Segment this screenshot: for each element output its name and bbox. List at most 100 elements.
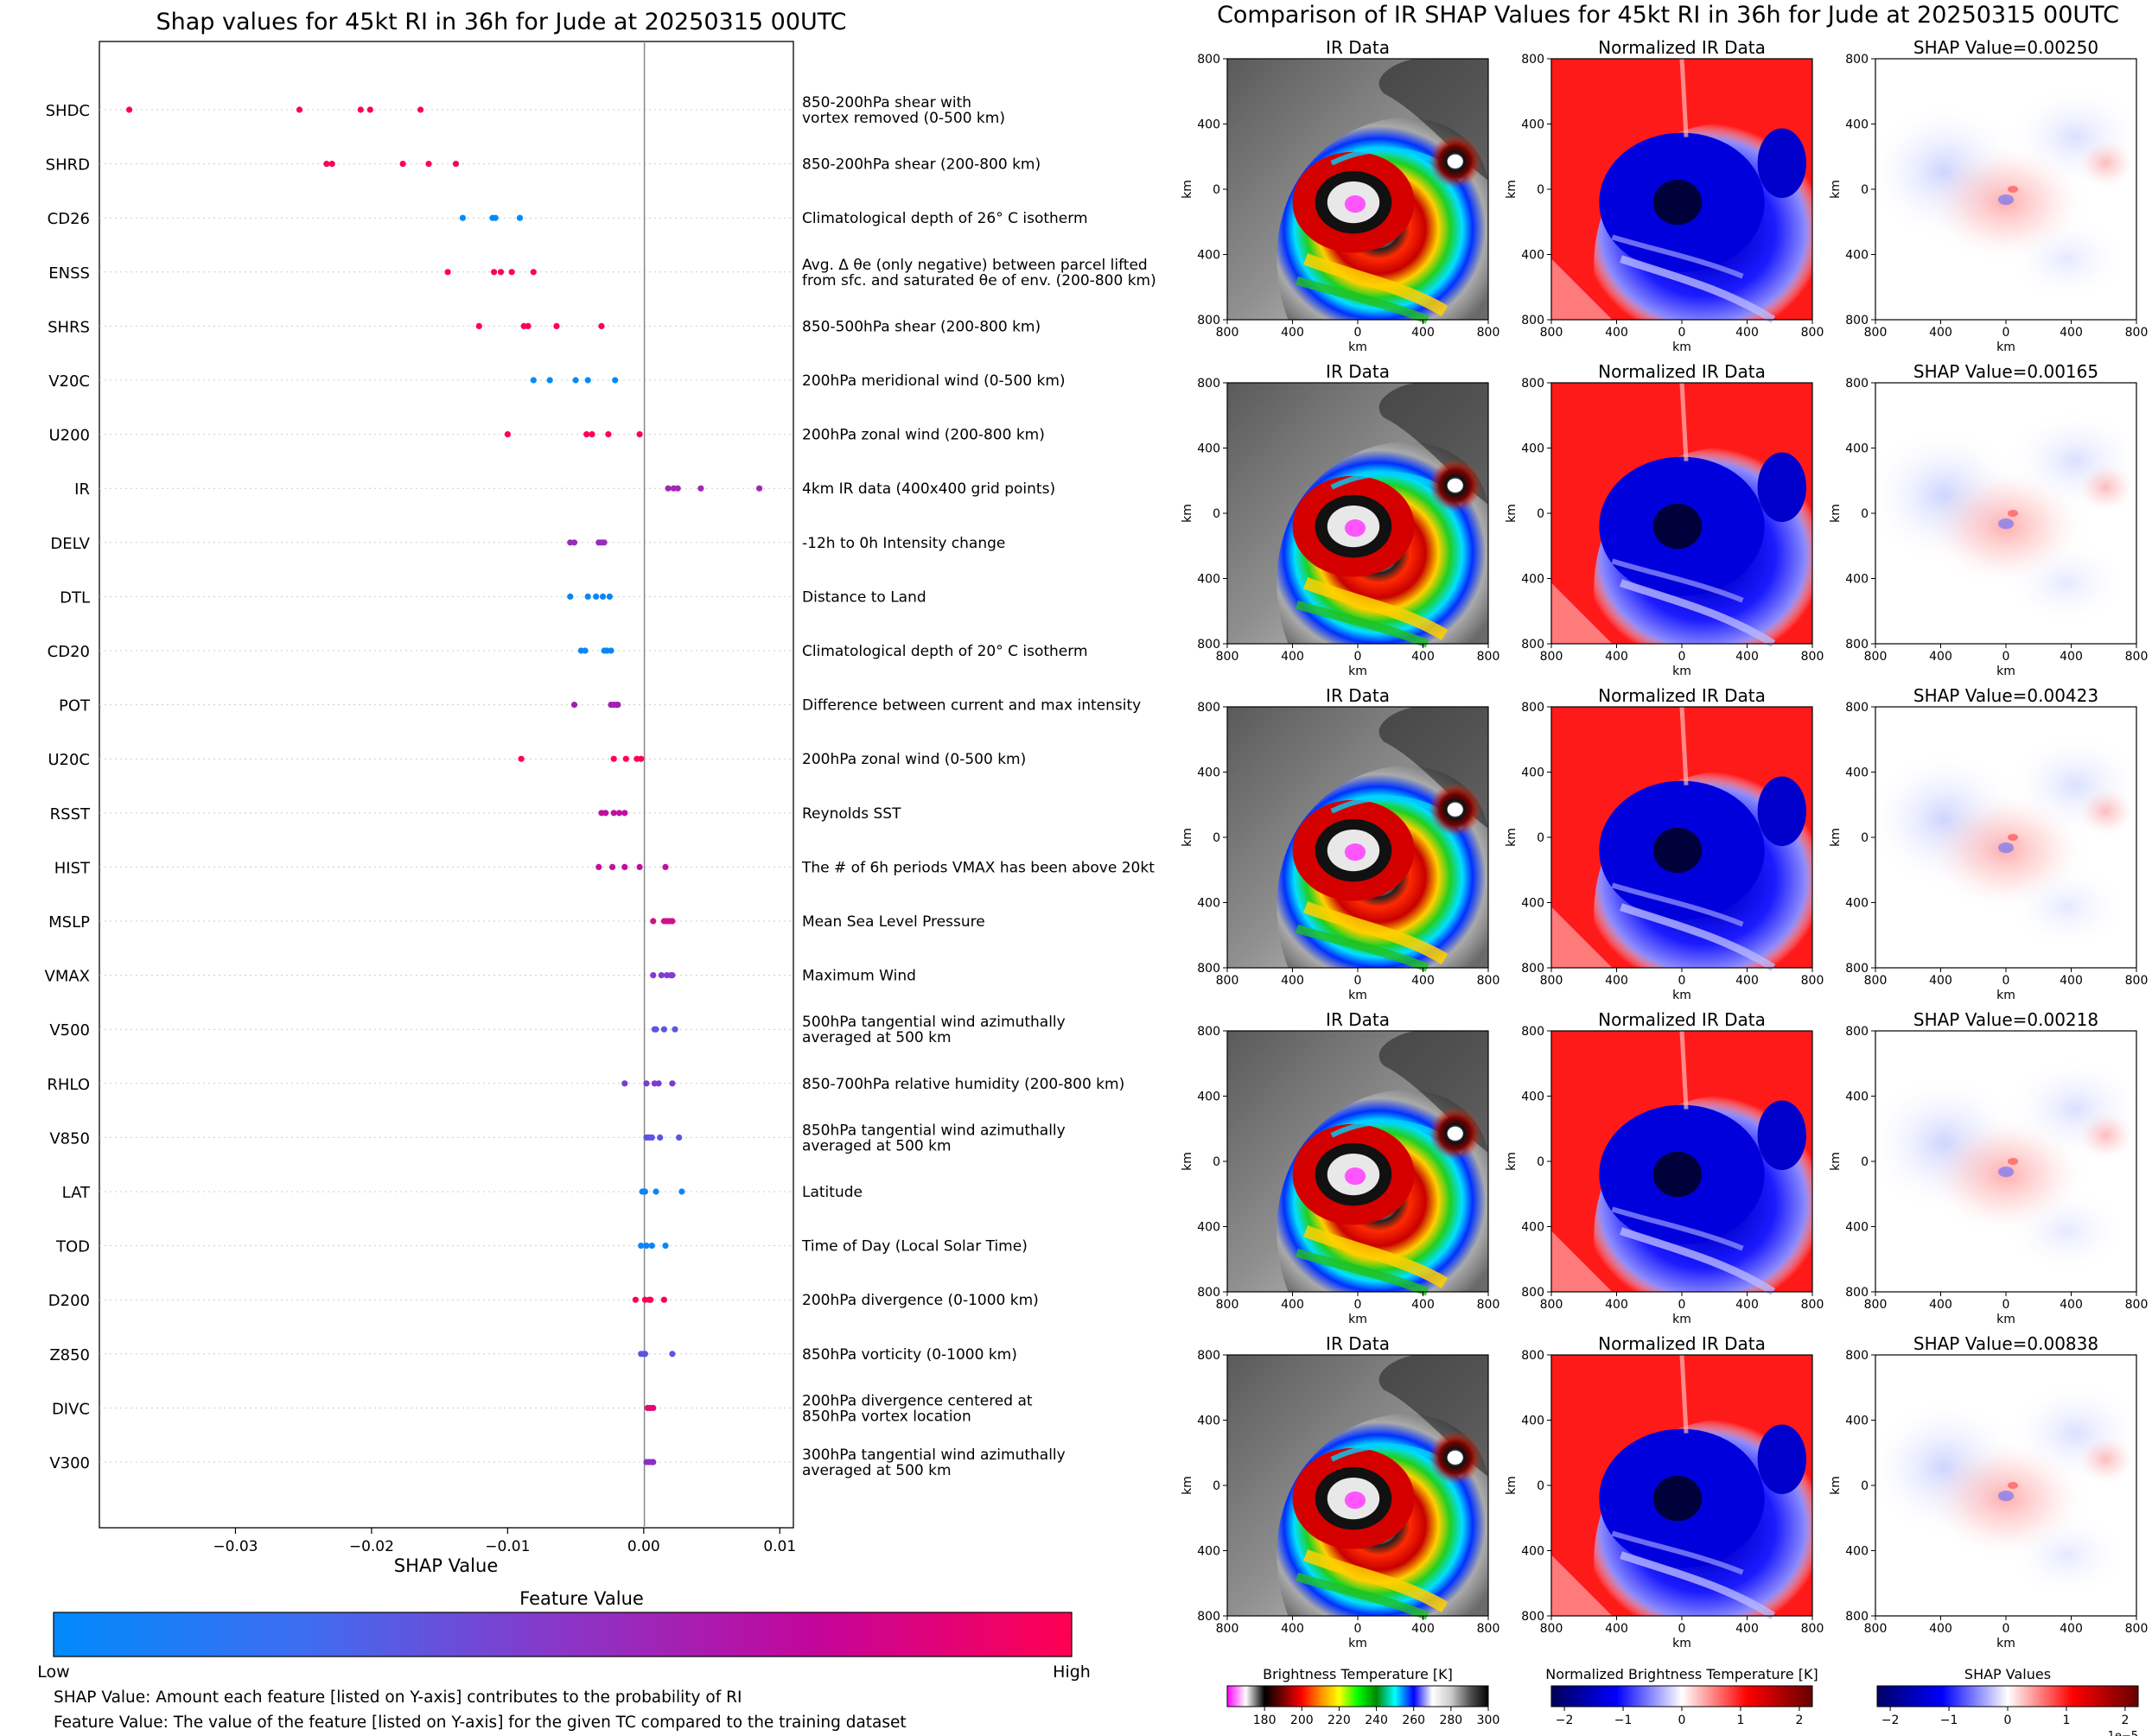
panel-x-axis-label: km (1348, 1313, 1367, 1326)
panel-y-axis-label: km (1829, 1476, 1843, 1495)
shap-point-d200 (647, 1296, 654, 1303)
shap-point-dtl (567, 593, 574, 601)
shap-point-u200 (605, 431, 612, 438)
panel-x-axis-label: km (1996, 1637, 2015, 1650)
colorbar-tick-label: 2 (2121, 1714, 2129, 1727)
shap-point-hist (636, 863, 643, 871)
panel-y-tick-label: 800 (1845, 53, 1869, 67)
shap-point-v300 (650, 1459, 657, 1466)
shap-point-rhlo (643, 1080, 650, 1087)
panel-y-tick-label: 800 (1845, 638, 1869, 652)
x-tick-label: −0.03 (213, 1538, 258, 1555)
panel-image (1866, 1031, 2146, 1292)
panel-y-tick-label: 400 (1197, 1415, 1220, 1428)
colorbar-gradient (1876, 1685, 2139, 1707)
footnote-shap-value: SHAP Value: Amount each feature [listed … (54, 1688, 742, 1707)
panel-y-axis-label: km (1505, 504, 1518, 523)
panel-x-tick-label: 800 (1477, 1622, 1500, 1636)
panel-x-tick-label: 800 (1540, 650, 1563, 664)
colorbar-tick-label: −1 (1940, 1714, 1958, 1727)
panel-image (1227, 1355, 1488, 1616)
panel-x-tick-label: 400 (1281, 326, 1304, 340)
panel-y-tick-label: 400 (1845, 1221, 1869, 1235)
shap-point-shdc (366, 106, 373, 113)
colorbar-2: Normalized Brightness Temperature [K] −2 −… (1545, 1666, 1818, 1727)
feature-description-ir: 4km IR data (400x400 grid points) (802, 480, 1055, 498)
panel-image (1551, 59, 1812, 320)
feature-description-lat: Latitude (802, 1184, 863, 1201)
panel-y-tick-label: 400 (1521, 573, 1544, 587)
panel-title: Normalized IR Data (1598, 37, 1766, 58)
panel-y-tick-label: 0 (1537, 831, 1544, 845)
shap-point-v500 (653, 1026, 659, 1033)
shap-point-v20c (612, 377, 619, 384)
feature-description-v300: 300hPa tangential wind azimuthally averag… (802, 1447, 1066, 1479)
shap-point-d200 (632, 1296, 640, 1303)
shap-point-rsst (602, 810, 609, 817)
shap-point-ir (665, 485, 672, 492)
panel-image (1551, 383, 1812, 644)
panel-x-tick-label: 800 (1216, 974, 1239, 988)
panel-x-tick-label: 0 (1354, 326, 1362, 340)
panel-x-tick-label: 800 (1864, 650, 1888, 664)
shap-point-divc (650, 1404, 657, 1411)
panel-x-axis-label: km (1672, 340, 1691, 354)
shap-point-rhlo (669, 1080, 676, 1087)
feature-description-shdc: 850-200hPa shear with vortex removed (0-5… (802, 94, 1005, 127)
panel-y-tick-label: 800 (1197, 701, 1220, 715)
panel-x-tick-label: 800 (2125, 1622, 2149, 1636)
panel-x-tick-label: 0 (2002, 326, 2010, 340)
panel-x-tick-label: 800 (1864, 1298, 1888, 1312)
panel-x-tick-label: 400 (1929, 326, 1952, 340)
feature-description-vmax: Maximum Wind (802, 968, 916, 985)
colorbar-tick-label: 300 (1477, 1714, 1500, 1727)
panel-x-axis-label: km (1996, 989, 2015, 1002)
colorbar-tick-label: 280 (1439, 1714, 1462, 1727)
panel-y-tick-label: 0 (1213, 507, 1220, 521)
panel-x-tick-label: 800 (1216, 650, 1239, 664)
panel-y-tick-label: 400 (1197, 1545, 1220, 1559)
colorbar-label: Normalized Brightness Temperature [K] (1545, 1666, 1818, 1682)
x-axis-label: SHAP Value (394, 1555, 499, 1576)
shap-point-rhlo (655, 1080, 662, 1087)
panel-image (1866, 59, 2146, 320)
shap-point-v850 (657, 1134, 664, 1141)
panel-y-tick-label: 800 (1521, 377, 1544, 391)
shap-point-enss (508, 269, 515, 276)
shap-point-vmax (658, 972, 665, 979)
panel-y-tick-label: 0 (1213, 183, 1220, 197)
panel-y-tick-label: 800 (1197, 53, 1220, 67)
panel-x-tick-label: 0 (2002, 1298, 2010, 1312)
panel-y-axis-label: km (1181, 180, 1194, 199)
panel-x-tick-label: 400 (1735, 326, 1759, 340)
panel-y-tick-label: 800 (1845, 1286, 1869, 1300)
panel-y-tick-label: 800 (1521, 314, 1544, 327)
panel-x-tick-label: 400 (1605, 650, 1628, 664)
panel-y-tick-label: 0 (1861, 1479, 1869, 1493)
feature-description-divc: 200hPa divergence centered at 850hPa vort… (802, 1392, 1033, 1425)
panel-y-tick-label: 400 (1845, 118, 1869, 132)
colorbar-title: Feature Value (519, 1588, 644, 1609)
feature-label-cd20: CD20 (48, 643, 90, 661)
panel-y-tick-label: 0 (1213, 831, 1220, 845)
feature-label-v20c: V20C (48, 372, 90, 391)
panel-y-tick-label: 0 (1861, 183, 1869, 197)
x-tick-label: 0.00 (627, 1538, 660, 1555)
shap-point-mslp (669, 918, 676, 925)
panel-x-tick-label: 400 (1411, 1298, 1435, 1312)
colorbar-tick-label: −2 (1881, 1714, 1900, 1727)
shap-point-v20c (546, 377, 553, 384)
panel-x-tick-label: 0 (1354, 1298, 1362, 1312)
panel-x-tick-label: 0 (1678, 326, 1686, 340)
shap-point-u200 (583, 431, 590, 438)
panel-x-tick-label: 400 (1735, 650, 1759, 664)
shap-point-shdc (126, 106, 133, 113)
panel-y-tick-label: 800 (1845, 962, 1869, 976)
shap-point-enss (530, 269, 537, 276)
panel-x-tick-label: 400 (1929, 1622, 1952, 1636)
feature-description-dtl: Distance to Land (802, 588, 926, 606)
